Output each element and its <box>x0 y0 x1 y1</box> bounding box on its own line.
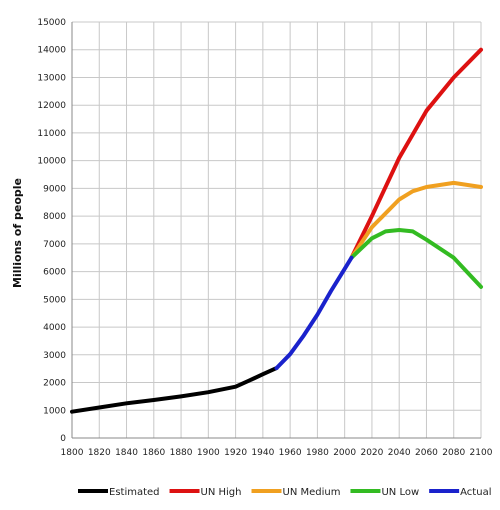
y-axis-label: Millions of people <box>11 178 24 288</box>
x-tick-label: 1880 <box>170 448 193 458</box>
legend-label: UN Medium <box>283 487 341 498</box>
x-tick-label: 1900 <box>197 448 220 458</box>
y-tick-label: 1000 <box>43 406 66 416</box>
series-line-un-medium <box>349 180 483 260</box>
x-tick-label: 2060 <box>415 448 438 458</box>
x-tick-label: 2000 <box>333 448 356 458</box>
x-tick-label: 1980 <box>306 448 329 458</box>
grid <box>71 21 482 439</box>
legend-label: Estimated <box>109 487 160 498</box>
y-tick-label: 4000 <box>43 323 66 333</box>
x-tick-label: 2040 <box>388 448 411 458</box>
series-line-un-low <box>349 228 483 289</box>
x-tick-label: 1920 <box>224 448 247 458</box>
y-tick-label: 0 <box>60 434 66 444</box>
y-tick-label: 3000 <box>43 351 66 361</box>
y-tick-label: 7000 <box>43 240 66 250</box>
legend-item-actual: Actual <box>429 487 491 498</box>
x-tick-label: 2020 <box>360 448 383 458</box>
y-tick-label: 11000 <box>37 129 66 139</box>
series-lines <box>70 47 483 414</box>
legend-label: UN High <box>201 487 242 498</box>
y-tick-label: 10000 <box>37 157 66 167</box>
x-tick-label: 1960 <box>279 448 302 458</box>
x-tick-label: 2080 <box>442 448 465 458</box>
y-tick-label: 2000 <box>43 379 66 389</box>
axes <box>71 22 481 439</box>
y-tick-label: 6000 <box>43 268 66 278</box>
series-line-un-high <box>349 47 483 260</box>
x-tick-labels: 1800 1820 1840 1860 1880 1900 1920 1940 1960 1980… <box>61 448 493 458</box>
series-line-actual <box>274 255 354 371</box>
x-tick-label: 2100 <box>470 448 493 458</box>
legend-item-un-medium: UN Medium <box>251 487 341 498</box>
x-tick-label: 1940 <box>251 448 274 458</box>
series-line-estimated <box>70 366 279 414</box>
legend-label: Actual <box>460 487 491 498</box>
x-tick-label: 1840 <box>115 448 138 458</box>
legend-item-un-high: UN High <box>169 487 242 498</box>
y-tick-label: 5000 <box>43 295 66 305</box>
y-tick-labels: 0 1000 2000 3000 4000 5000 6000 7000 8000 9000 100… <box>37 18 66 444</box>
y-tick-label: 9000 <box>43 184 66 194</box>
x-tick-label: 1800 <box>61 448 84 458</box>
y-tick-label: 13000 <box>37 73 66 83</box>
y-tick-label: 8000 <box>43 212 66 222</box>
y-tick-label: 12000 <box>37 101 66 111</box>
legend: Estimated UN High UN Medium UN Low Actual <box>78 487 491 498</box>
legend-label: UN Low <box>381 487 419 498</box>
y-tick-label: 15000 <box>37 18 66 28</box>
legend-item-un-low: UN Low <box>350 487 419 498</box>
x-tick-label: 1820 <box>88 448 111 458</box>
y-tick-label: 14000 <box>37 46 66 56</box>
x-tick-label: 1860 <box>142 448 165 458</box>
legend-item-estimated: Estimated <box>78 487 160 498</box>
